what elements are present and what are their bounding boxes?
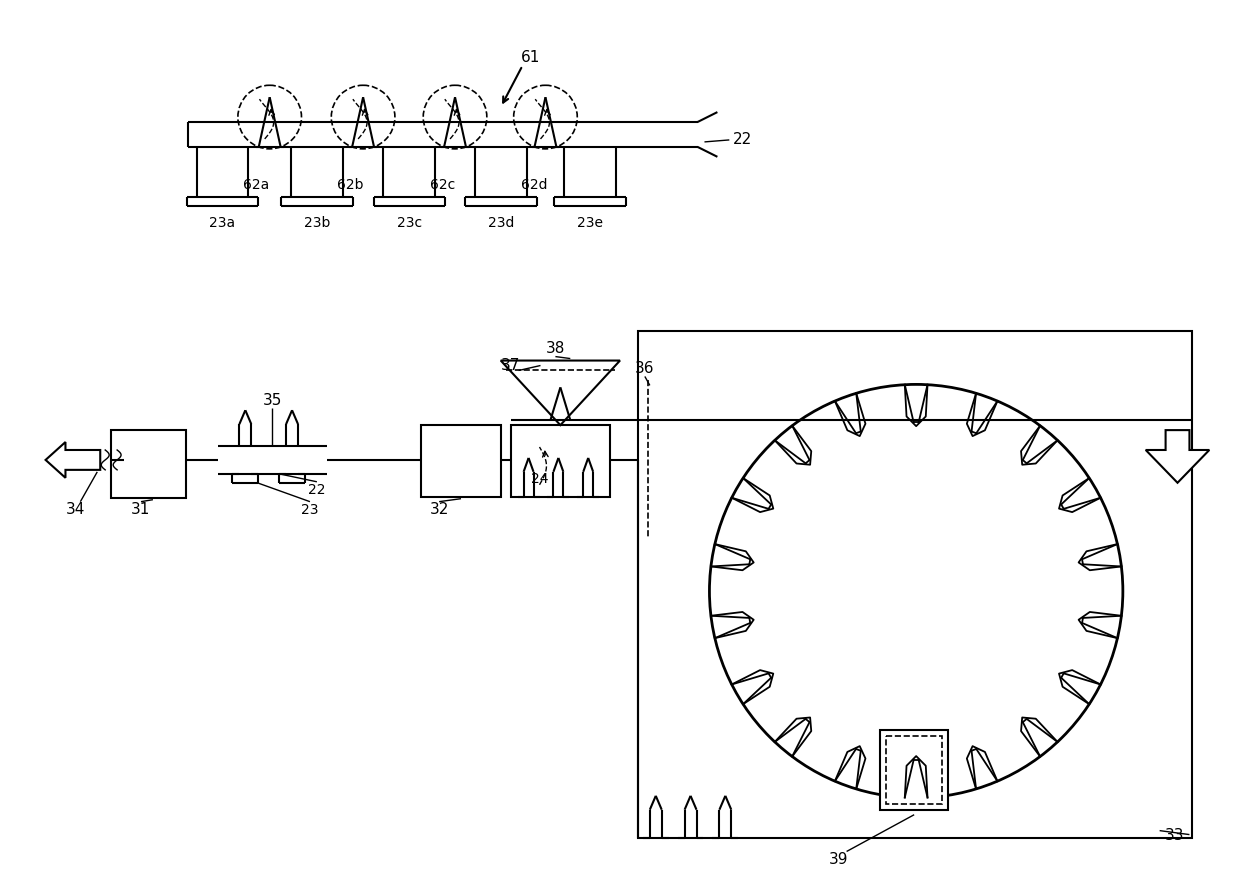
Text: 38: 38	[546, 341, 565, 356]
Text: 62a: 62a	[243, 177, 269, 192]
Ellipse shape	[238, 85, 301, 149]
Text: 36: 36	[635, 361, 655, 376]
Ellipse shape	[513, 85, 578, 149]
Polygon shape	[1146, 430, 1209, 483]
Text: 32: 32	[429, 502, 449, 517]
Text: 34: 34	[66, 502, 86, 517]
Text: 61: 61	[521, 50, 541, 65]
Bar	[112, 430, 186, 497]
Text: 24: 24	[531, 472, 548, 486]
Text: 33: 33	[1164, 828, 1184, 843]
Text: 23c: 23c	[397, 217, 422, 230]
Bar	[422, 425, 501, 496]
Text: 62c: 62c	[430, 177, 456, 192]
Text: 31: 31	[131, 502, 151, 517]
Text: 23a: 23a	[210, 217, 236, 230]
Text: 37: 37	[501, 358, 521, 373]
Bar	[880, 730, 947, 810]
Bar	[511, 425, 610, 496]
Ellipse shape	[423, 85, 487, 149]
Text: 62b: 62b	[337, 177, 363, 192]
Text: 62d: 62d	[521, 177, 548, 192]
Text: 22: 22	[309, 483, 326, 496]
Ellipse shape	[331, 85, 394, 149]
Text: 23b: 23b	[304, 217, 330, 230]
Text: 22: 22	[733, 133, 753, 148]
Text: 23: 23	[301, 503, 319, 517]
Bar	[637, 331, 1193, 838]
Polygon shape	[501, 360, 620, 425]
Text: 23d: 23d	[487, 217, 513, 230]
Polygon shape	[46, 442, 100, 478]
Bar	[887, 737, 942, 804]
Text: 23e: 23e	[577, 217, 603, 230]
Text: 39: 39	[828, 852, 848, 867]
Text: 35: 35	[263, 392, 281, 408]
